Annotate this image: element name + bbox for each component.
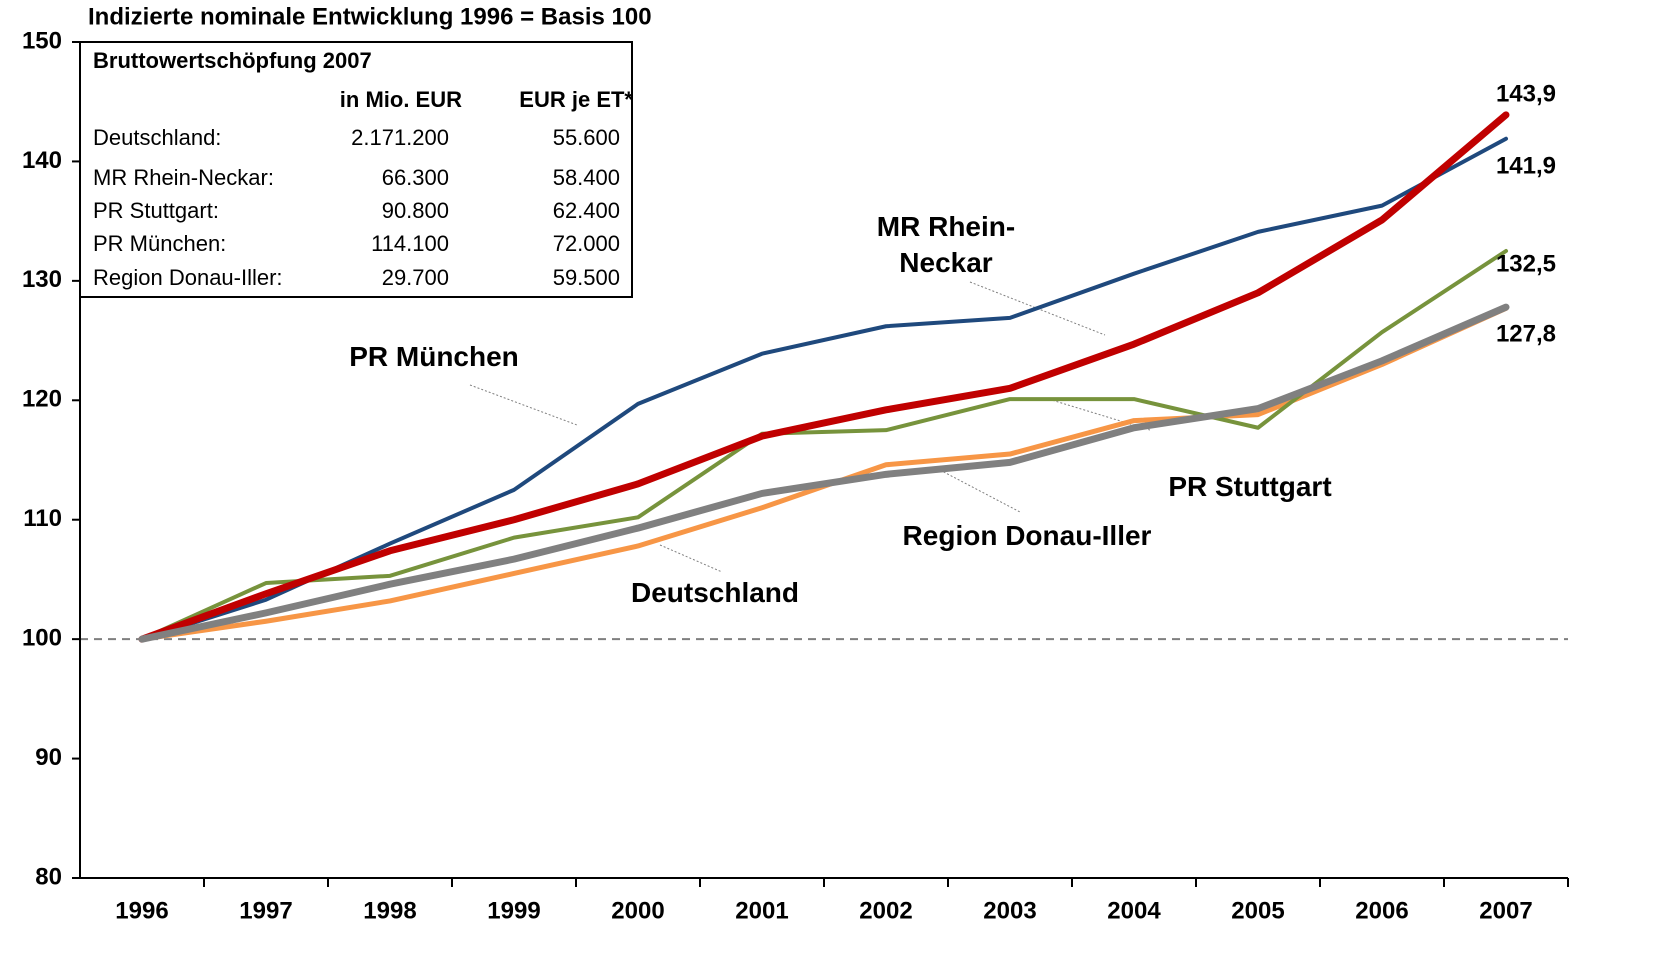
y-tick-label: 100 bbox=[22, 624, 62, 651]
y-tick-label: 150 bbox=[22, 27, 62, 54]
table-cell: 2.171.200 bbox=[351, 125, 449, 150]
table-cell: 90.800 bbox=[382, 198, 449, 223]
data-label: 132,5 bbox=[1496, 250, 1556, 277]
table-header: EUR je ET* bbox=[519, 87, 633, 112]
table-cell: 72.000 bbox=[553, 231, 620, 256]
x-tick-label: 1998 bbox=[363, 897, 416, 924]
data-label: 127,8 bbox=[1496, 320, 1556, 347]
table-cell: Deutschland: bbox=[93, 125, 221, 150]
table-cell: MR Rhein-Neckar: bbox=[93, 165, 274, 190]
series-line bbox=[138, 303, 1510, 643]
y-tick-label: 130 bbox=[22, 266, 62, 293]
y-tick-label: 120 bbox=[22, 386, 62, 413]
leader-line bbox=[659, 544, 723, 573]
x-tick-label: 1999 bbox=[487, 897, 540, 924]
x-tick-label: 1996 bbox=[115, 897, 168, 924]
y-tick-label: 80 bbox=[35, 863, 62, 890]
leader-line bbox=[939, 469, 1021, 513]
x-tick-label: 2006 bbox=[1355, 897, 1408, 924]
leader-line bbox=[469, 384, 578, 426]
table-cell: PR Stuttgart: bbox=[93, 198, 219, 223]
x-tick-label: 2002 bbox=[859, 897, 912, 924]
chart-title: Indizierte nominale Entwicklung 1996 = B… bbox=[88, 3, 652, 30]
x-tick-label: 2005 bbox=[1231, 897, 1284, 924]
series-line bbox=[138, 111, 1510, 643]
series-annotation: Deutschland bbox=[630, 577, 800, 608]
series-line bbox=[140, 136, 1508, 642]
table-cell: 66.300 bbox=[382, 165, 449, 190]
table-cell: 55.600 bbox=[553, 125, 620, 150]
x-tick-label: 2001 bbox=[735, 897, 788, 924]
series-line bbox=[140, 249, 1508, 642]
table-cell: 29.700 bbox=[382, 265, 449, 290]
y-tick-label: 140 bbox=[22, 147, 62, 174]
table-cell: 58.400 bbox=[553, 165, 620, 190]
table-cell: Region Donau-Iller: bbox=[93, 265, 283, 290]
table-cell: 62.400 bbox=[553, 198, 620, 223]
series-annotation: Region Donau-Iller bbox=[902, 520, 1152, 551]
series-annotation: PR Stuttgart bbox=[1168, 471, 1332, 502]
x-tick-label: 1997 bbox=[239, 897, 292, 924]
series-annotation: PR München bbox=[349, 341, 519, 372]
table-cell: 114.100 bbox=[371, 231, 449, 256]
table-title: Bruttowertschöpfung 2007 bbox=[93, 48, 372, 73]
table-cell: PR München: bbox=[93, 231, 226, 256]
x-tick-label: 2007 bbox=[1479, 897, 1532, 924]
table-cell: 59.500 bbox=[553, 265, 620, 290]
data-label: 143,9 bbox=[1496, 80, 1556, 107]
x-tick-label: 2004 bbox=[1107, 897, 1161, 924]
y-tick-label: 110 bbox=[23, 505, 62, 532]
y-tick-label: 90 bbox=[35, 744, 62, 771]
data-label: 141,9 bbox=[1496, 152, 1556, 179]
table-box bbox=[79, 41, 633, 298]
x-tick-label: 2000 bbox=[611, 897, 664, 924]
table-header: in Mio. EUR bbox=[340, 87, 462, 112]
series-annotation: MR Rhein-Neckar bbox=[876, 211, 1016, 278]
x-tick-label: 2003 bbox=[983, 897, 1036, 924]
